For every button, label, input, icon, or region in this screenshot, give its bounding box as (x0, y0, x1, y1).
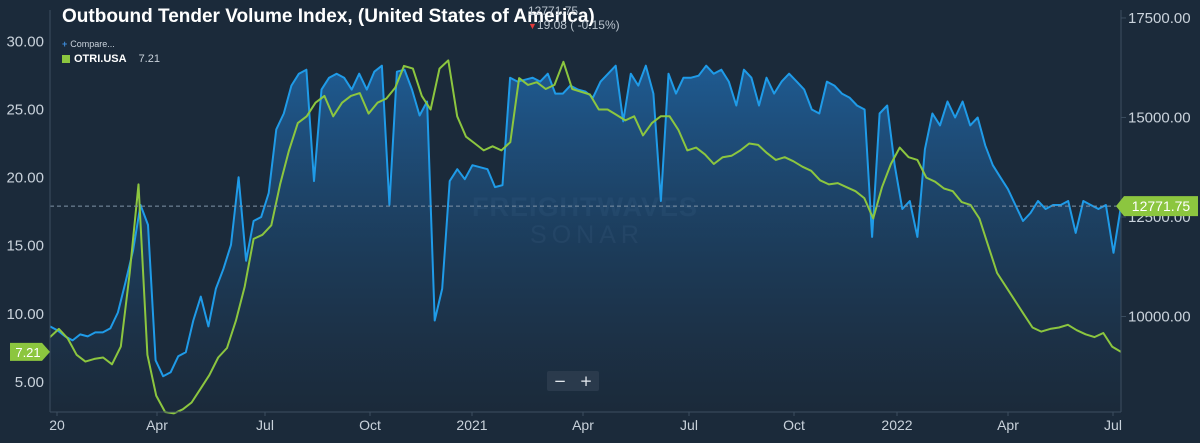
x-tick-label: Jul (1104, 417, 1122, 433)
right-badge-shape (1116, 196, 1198, 217)
x-tick-label: Apr (146, 417, 168, 433)
legend-swatch (62, 55, 70, 64)
left-badge-label: 7.21 (15, 345, 40, 360)
plus-icon: + (62, 39, 68, 49)
compare-button[interactable]: + Compare... (62, 38, 160, 50)
left-tick-label: 15.00 (6, 238, 44, 255)
left-tick-label: 10.00 (6, 306, 44, 323)
right-tick-label: 15000.00 (1128, 109, 1191, 126)
x-tick-label: 20 (49, 417, 65, 433)
zoom-in-button[interactable]: + (579, 372, 593, 390)
right-last-value-badge: 12771.75 (1116, 196, 1198, 217)
otri-line (49, 59, 1122, 415)
left-last-value-badge: 7.21 (10, 342, 50, 361)
x-tick-label: 2022 (881, 417, 912, 433)
right-badge-label: 12771.75 (1132, 198, 1191, 214)
right-tick-label: 10000.00 (1128, 308, 1191, 325)
x-tick-label: Apr (572, 417, 594, 433)
otvi-area (50, 65, 1121, 412)
x-tick-label: 2021 (456, 417, 487, 433)
legend-series-name: OTRI.USA (74, 53, 127, 65)
x-tick-label: Oct (359, 417, 381, 433)
legend: + Compare... OTRI.USA 7.21 (62, 38, 160, 67)
legend-series-value: 7.21 (138, 53, 160, 65)
compare-label: Compare... (70, 39, 115, 49)
left-tick-label: 20.00 (6, 170, 44, 187)
last-value: 12771.75 (528, 4, 579, 18)
left-badge-shape (10, 342, 50, 361)
change-indicator: ▼19.08 ( -0.15%) (528, 18, 620, 32)
left-tick-label: 30.00 (6, 33, 44, 50)
x-tick-label: Jul (680, 417, 698, 433)
x-tick-label: Apr (997, 417, 1019, 433)
change-text: 19.08 ( -0.15%) (536, 18, 620, 32)
otvi-line (49, 64, 1122, 378)
left-tick-label: 25.00 (6, 101, 44, 118)
zoom-out-button[interactable]: − (553, 372, 567, 390)
right-tick-label: 17500.00 (1128, 10, 1191, 27)
x-tick-label: Jul (256, 417, 274, 433)
x-tick-label: Oct (783, 417, 805, 433)
left-tick-label: 5.00 (15, 374, 44, 391)
down-arrow-icon: ▼ (528, 21, 537, 31)
zoom-controls: − + (547, 371, 599, 391)
chart-title: Outbound Tender Volume Index, (United St… (62, 6, 595, 27)
legend-series-otri[interactable]: OTRI.USA 7.21 (62, 51, 160, 67)
